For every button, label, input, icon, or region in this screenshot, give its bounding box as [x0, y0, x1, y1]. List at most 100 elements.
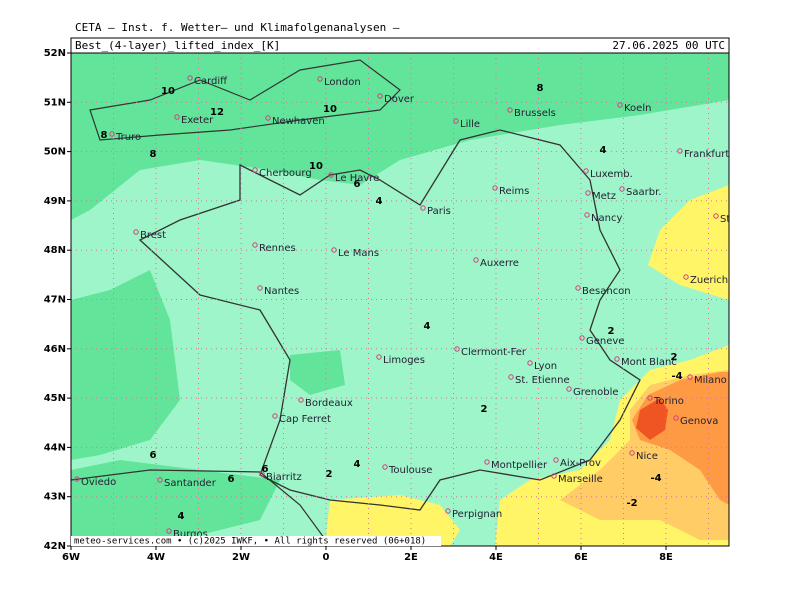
- contour-label: 6: [354, 179, 361, 190]
- city-marker: [317, 76, 323, 82]
- lon-label: 4W: [147, 552, 165, 563]
- coast-outline: [138, 129, 641, 511]
- contour-label: 2: [608, 326, 615, 337]
- city-marker: [629, 450, 635, 456]
- city-marker: [454, 346, 460, 352]
- city-marker: [484, 459, 490, 465]
- coast-england: [89, 59, 401, 141]
- contour-label: 4: [178, 511, 185, 522]
- city-label: Dover: [384, 94, 415, 105]
- lon-label: 0: [323, 552, 330, 563]
- city-label: Le Havre: [335, 173, 379, 184]
- city-marker: [508, 374, 514, 380]
- graticule: [71, 53, 729, 546]
- city-marker: [492, 185, 498, 191]
- valid-time: 27.06.2025 00 UTC: [612, 39, 725, 52]
- city-label: Exeter: [181, 115, 214, 126]
- lon-label: 2W: [232, 552, 250, 563]
- city-label: Metz: [592, 191, 616, 202]
- city-label: Limoges: [383, 355, 425, 366]
- contour-label: 10: [161, 86, 175, 97]
- coast-spain: [71, 469, 331, 546]
- contour-label: 4: [354, 459, 361, 470]
- city-marker: [252, 167, 258, 173]
- contour-label: 2: [481, 404, 488, 415]
- city-marker: [585, 190, 591, 196]
- city-label: Rennes: [259, 243, 296, 254]
- lon-label: 6E: [574, 552, 588, 563]
- city-label: Saarbr.: [626, 187, 661, 198]
- city-label: Cherbourg: [259, 168, 312, 179]
- city-marker: [713, 213, 719, 219]
- lon-label: 6W: [62, 552, 80, 563]
- contour-label: -4: [650, 473, 661, 484]
- lat-label: 48N: [44, 245, 66, 256]
- lat-label: 50N: [44, 147, 66, 158]
- field-green-west: [71, 270, 180, 460]
- city-label: Nice: [636, 451, 658, 462]
- city-label: Besancon: [582, 286, 631, 297]
- lat-label: 43N: [44, 492, 66, 503]
- city-label: Grenoble: [573, 387, 619, 398]
- city-label: Newhaven: [272, 116, 325, 127]
- city-label: Clermont-Fer: [461, 347, 527, 358]
- city-label: Aix-Prov: [560, 458, 601, 469]
- lat-label: 42N: [44, 541, 66, 552]
- city-label: Brest: [140, 230, 166, 241]
- city-label: London: [324, 77, 361, 88]
- city-marker: [445, 508, 451, 514]
- city-marker: [265, 115, 271, 121]
- contour-label: -4: [671, 371, 682, 382]
- contour-label: 2: [326, 469, 333, 480]
- footer: meteo-services.com • (c)2025 IWKF, • All…: [74, 537, 426, 547]
- lat-label: 49N: [44, 196, 66, 207]
- city-label: Bordeaux: [305, 398, 353, 409]
- city-marker: [174, 114, 180, 120]
- contour-label: 10: [309, 161, 323, 172]
- institute: CETA – Inst. f. Wetter– und Klimafolgena…: [75, 21, 400, 34]
- city-label: Milano: [694, 375, 727, 386]
- contour-label: 6: [228, 474, 235, 485]
- city-marker: [377, 93, 383, 99]
- contour-label: 6: [262, 464, 269, 475]
- city-label: Geneve: [586, 336, 624, 347]
- contour-label: 4: [376, 196, 383, 207]
- lon-label: 2E: [404, 552, 418, 563]
- footer-box: [71, 536, 441, 546]
- lat-label: 51N: [44, 97, 66, 108]
- city-marker: [420, 205, 426, 211]
- field-yellow-south: [325, 495, 460, 546]
- map-fields: 10 12 10 8 8 10 6 4 8 4 4 2 2 -4 2 4 2 6 6 6 4 -4 -2 Cardiff Lo…: [71, 53, 729, 546]
- city-marker: [257, 285, 263, 291]
- city-marker: [272, 413, 278, 419]
- field-red: [636, 398, 668, 440]
- city-marker: [527, 360, 533, 366]
- city-label: Paris: [427, 206, 451, 217]
- lat-label: 45N: [44, 393, 66, 404]
- city-marker: [647, 395, 653, 401]
- contour-label: 10: [323, 104, 337, 115]
- contour-label: 12: [210, 107, 224, 118]
- city-marker: [687, 374, 693, 380]
- contour-label: 8: [150, 149, 157, 160]
- city-label: Marseille: [558, 474, 603, 485]
- city-marker: [376, 354, 382, 360]
- city-label: Genova: [680, 416, 718, 427]
- city-marker: [579, 335, 585, 341]
- city-label: Biarritz: [266, 472, 302, 483]
- city-label: Montpellier: [491, 460, 548, 471]
- city-label: Frankfurt: [684, 149, 729, 160]
- city-marker: [614, 356, 620, 362]
- city-label: Perpignan: [452, 509, 502, 520]
- contour-label: 2: [671, 352, 678, 363]
- lat-label: 46N: [44, 344, 66, 355]
- city-label: Reims: [499, 186, 529, 197]
- city-label: Nancy: [591, 213, 622, 224]
- city-label: Lyon: [534, 361, 557, 372]
- field-green-centre: [290, 350, 345, 395]
- city-marker: [553, 457, 559, 463]
- city-marker: [566, 386, 572, 392]
- city-label: Toulouse: [388, 465, 432, 476]
- city-marker: [328, 172, 334, 178]
